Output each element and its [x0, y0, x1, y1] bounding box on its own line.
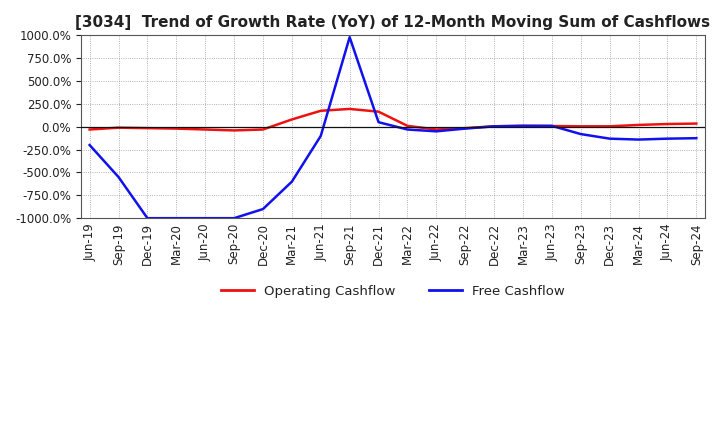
Operating Cashflow — [201, 127, 210, 132]
Free Cashflow — [172, 216, 181, 221]
Free Cashflow — [634, 137, 643, 142]
Free Cashflow — [287, 179, 296, 184]
Operating Cashflow — [114, 125, 123, 130]
Line: Operating Cashflow: Operating Cashflow — [89, 109, 696, 130]
Operating Cashflow — [317, 108, 325, 114]
Operating Cashflow — [490, 124, 498, 129]
Operating Cashflow — [663, 121, 672, 127]
Legend: Operating Cashflow, Free Cashflow: Operating Cashflow, Free Cashflow — [215, 279, 570, 303]
Operating Cashflow — [432, 127, 441, 132]
Operating Cashflow — [230, 128, 238, 133]
Free Cashflow — [114, 174, 123, 180]
Line: Free Cashflow: Free Cashflow — [89, 37, 696, 218]
Operating Cashflow — [548, 123, 557, 128]
Operating Cashflow — [172, 126, 181, 131]
Free Cashflow — [346, 34, 354, 40]
Free Cashflow — [317, 133, 325, 139]
Free Cashflow — [403, 127, 412, 132]
Title: [3034]  Trend of Growth Rate (YoY) of 12-Month Moving Sum of Cashflows: [3034] Trend of Growth Rate (YoY) of 12-… — [76, 15, 711, 30]
Operating Cashflow — [287, 117, 296, 122]
Operating Cashflow — [461, 125, 469, 131]
Operating Cashflow — [634, 122, 643, 128]
Free Cashflow — [85, 143, 94, 148]
Free Cashflow — [258, 206, 267, 212]
Free Cashflow — [606, 136, 614, 141]
Operating Cashflow — [606, 124, 614, 129]
Free Cashflow — [548, 123, 557, 128]
Free Cashflow — [663, 136, 672, 141]
Operating Cashflow — [143, 125, 152, 131]
Operating Cashflow — [692, 121, 701, 126]
Free Cashflow — [374, 120, 383, 125]
Operating Cashflow — [85, 127, 94, 132]
Free Cashflow — [461, 126, 469, 131]
Operating Cashflow — [577, 124, 585, 129]
Free Cashflow — [577, 132, 585, 137]
Free Cashflow — [490, 124, 498, 129]
Free Cashflow — [201, 216, 210, 221]
Free Cashflow — [143, 216, 152, 221]
Operating Cashflow — [346, 106, 354, 112]
Operating Cashflow — [518, 123, 527, 128]
Operating Cashflow — [258, 127, 267, 132]
Operating Cashflow — [374, 109, 383, 114]
Operating Cashflow — [403, 123, 412, 128]
Free Cashflow — [518, 123, 527, 128]
Free Cashflow — [692, 136, 701, 141]
Free Cashflow — [432, 128, 441, 134]
Free Cashflow — [230, 216, 238, 221]
